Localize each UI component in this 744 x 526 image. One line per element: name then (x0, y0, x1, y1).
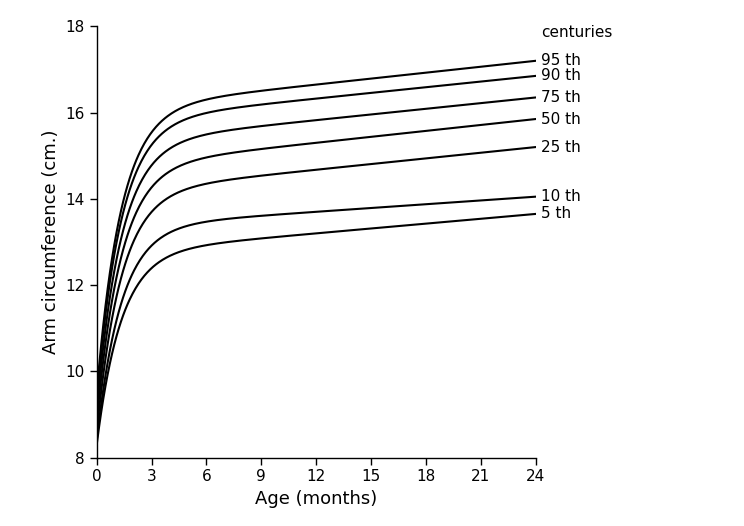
Text: 90 th: 90 th (541, 68, 581, 84)
Y-axis label: Arm circumference (cm.): Arm circumference (cm.) (42, 130, 60, 354)
X-axis label: Age (months): Age (months) (255, 490, 377, 508)
Text: 5 th: 5 th (541, 206, 571, 221)
Text: 95 th: 95 th (541, 53, 581, 68)
Text: centuries: centuries (541, 25, 612, 41)
Text: 10 th: 10 th (541, 189, 581, 204)
Text: 75 th: 75 th (541, 90, 581, 105)
Text: 25 th: 25 th (541, 139, 581, 155)
Text: 50 th: 50 th (541, 112, 581, 127)
